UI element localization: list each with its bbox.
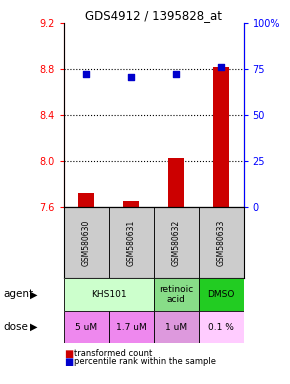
Text: ▶: ▶ bbox=[30, 322, 37, 332]
Bar bbox=[78, 193, 94, 207]
Bar bbox=[64, 207, 109, 278]
Point bbox=[219, 64, 224, 70]
Text: GSM580632: GSM580632 bbox=[172, 219, 181, 266]
Text: GSM580631: GSM580631 bbox=[127, 219, 136, 266]
Text: KHS101: KHS101 bbox=[91, 290, 126, 299]
Bar bbox=[213, 67, 229, 207]
Bar bbox=[168, 159, 184, 207]
Text: retinoic
acid: retinoic acid bbox=[159, 285, 193, 304]
Text: ▶: ▶ bbox=[30, 290, 37, 300]
Bar bbox=[199, 207, 244, 278]
Bar bbox=[199, 278, 244, 311]
Text: 1 uM: 1 uM bbox=[165, 323, 187, 332]
Bar bbox=[64, 311, 109, 343]
Bar bbox=[123, 201, 139, 207]
Text: agent: agent bbox=[3, 290, 33, 300]
Point bbox=[174, 71, 179, 77]
Bar bbox=[154, 311, 199, 343]
Text: 1.7 uM: 1.7 uM bbox=[116, 323, 147, 332]
Bar bbox=[109, 207, 154, 278]
Point bbox=[129, 74, 134, 80]
Bar bbox=[154, 207, 199, 278]
Bar bbox=[154, 278, 199, 311]
Text: dose: dose bbox=[3, 322, 28, 332]
Text: GSM580633: GSM580633 bbox=[217, 219, 226, 266]
Text: ■: ■ bbox=[64, 357, 73, 367]
Text: ■: ■ bbox=[64, 349, 73, 359]
Bar bbox=[199, 311, 244, 343]
Text: transformed count: transformed count bbox=[74, 349, 152, 358]
Bar bbox=[64, 278, 154, 311]
Text: percentile rank within the sample: percentile rank within the sample bbox=[74, 357, 216, 366]
Text: GSM580630: GSM580630 bbox=[82, 219, 91, 266]
Point bbox=[84, 71, 89, 77]
Text: 0.1 %: 0.1 % bbox=[208, 323, 234, 332]
Bar bbox=[109, 311, 154, 343]
Text: 5 uM: 5 uM bbox=[75, 323, 97, 332]
Text: DMSO: DMSO bbox=[207, 290, 235, 299]
Title: GDS4912 / 1395828_at: GDS4912 / 1395828_at bbox=[85, 9, 222, 22]
